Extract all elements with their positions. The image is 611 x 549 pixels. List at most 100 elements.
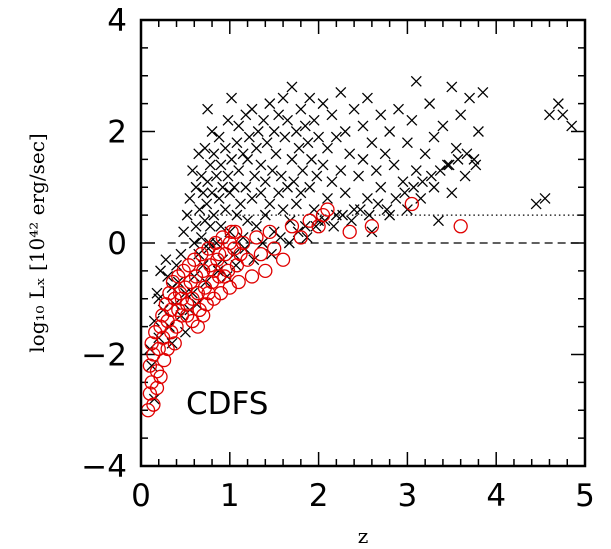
circle-point <box>227 224 243 240</box>
circle-point <box>187 252 202 267</box>
cross-point <box>308 114 320 126</box>
cross-point <box>257 237 269 249</box>
cross-point <box>213 192 225 204</box>
cross-point <box>311 170 323 182</box>
y-tick-label: −4 <box>81 449 127 485</box>
cross-point <box>178 226 190 238</box>
y-tick-label: 0 <box>107 226 127 262</box>
cross-point <box>258 114 270 126</box>
cross-point <box>215 220 227 232</box>
cross-point <box>228 181 240 193</box>
cross-point <box>293 142 305 154</box>
cross-point <box>290 126 302 137</box>
cross-point <box>361 192 373 204</box>
circle-point <box>244 269 260 284</box>
cross-point <box>295 103 307 115</box>
cross-point <box>215 159 227 171</box>
cross-point <box>313 131 325 143</box>
circle-point <box>217 269 232 284</box>
cross-point <box>304 181 316 193</box>
x-tick-labels: 0 1 2 3 4 5 <box>131 478 595 514</box>
cross-point <box>155 265 166 277</box>
circle-point <box>156 352 172 368</box>
cross-point <box>450 142 462 154</box>
circle-point <box>176 263 191 279</box>
cross-point <box>317 159 329 171</box>
cross-point <box>202 103 214 115</box>
x-axis-title: z <box>358 524 369 548</box>
circle-point <box>267 241 282 256</box>
circle-point <box>211 246 227 262</box>
cross-point <box>384 126 396 137</box>
circle-point <box>164 325 179 340</box>
cross-point <box>381 204 393 216</box>
circle-point <box>196 263 211 279</box>
circle-point <box>201 286 216 301</box>
circle-point <box>240 252 255 267</box>
circle-point <box>165 274 181 290</box>
cross-point <box>306 153 317 165</box>
cross-point <box>348 103 360 115</box>
cross-point <box>266 165 278 176</box>
cross-point <box>406 114 418 126</box>
circle-point <box>208 235 223 251</box>
cross-point <box>204 220 216 232</box>
cross-point <box>372 198 384 210</box>
cross-point <box>249 170 261 182</box>
cross-point <box>237 148 249 160</box>
cross-point <box>428 181 440 193</box>
plot-frame <box>139 18 587 468</box>
cross-point <box>255 159 267 171</box>
y-tick-labels: −4 −2 0 2 4 <box>81 3 127 485</box>
cross-point <box>375 109 387 121</box>
cross-point <box>393 103 404 115</box>
cross-point <box>277 92 289 104</box>
cross-point <box>208 209 220 221</box>
cross-point <box>366 226 378 238</box>
cross-point <box>250 142 262 154</box>
cross-point <box>295 187 307 199</box>
circle-point <box>194 246 209 262</box>
cross-point <box>171 259 182 271</box>
cross-point <box>222 114 234 126</box>
cross-point <box>425 170 437 182</box>
cross-point <box>539 192 551 204</box>
circle-point <box>188 269 204 284</box>
circle-point <box>342 224 357 240</box>
cross-point <box>384 209 396 221</box>
cross-point <box>277 204 289 216</box>
cross-point <box>544 109 555 121</box>
cross-point <box>357 120 369 132</box>
cross-point <box>233 165 245 176</box>
circle-point <box>181 258 197 273</box>
cross-point <box>201 198 213 210</box>
cross-point <box>354 204 366 216</box>
cross-point <box>370 165 382 176</box>
cross-point <box>172 276 184 288</box>
cross-point <box>433 215 444 227</box>
cross-point <box>417 176 428 188</box>
cross-point <box>379 148 391 160</box>
cross-point <box>270 148 282 160</box>
cross-point <box>187 287 198 299</box>
circle-point <box>153 369 168 384</box>
cross-point <box>477 87 489 98</box>
circle-point <box>404 196 419 212</box>
cross-point <box>452 153 464 165</box>
cross-point <box>446 81 458 93</box>
circle-point <box>142 386 158 401</box>
cross-point <box>222 170 234 182</box>
circle-point <box>160 341 175 357</box>
cross-point <box>397 176 409 188</box>
cross-point <box>326 109 338 121</box>
cross-point <box>464 92 476 104</box>
circle-point <box>206 291 221 306</box>
circle-point <box>320 202 335 217</box>
cross-point <box>273 109 285 121</box>
cross-point <box>226 153 238 165</box>
cross-point <box>268 126 280 137</box>
cross-point <box>288 176 300 188</box>
circle-point <box>171 269 186 284</box>
cross-point <box>415 192 427 204</box>
